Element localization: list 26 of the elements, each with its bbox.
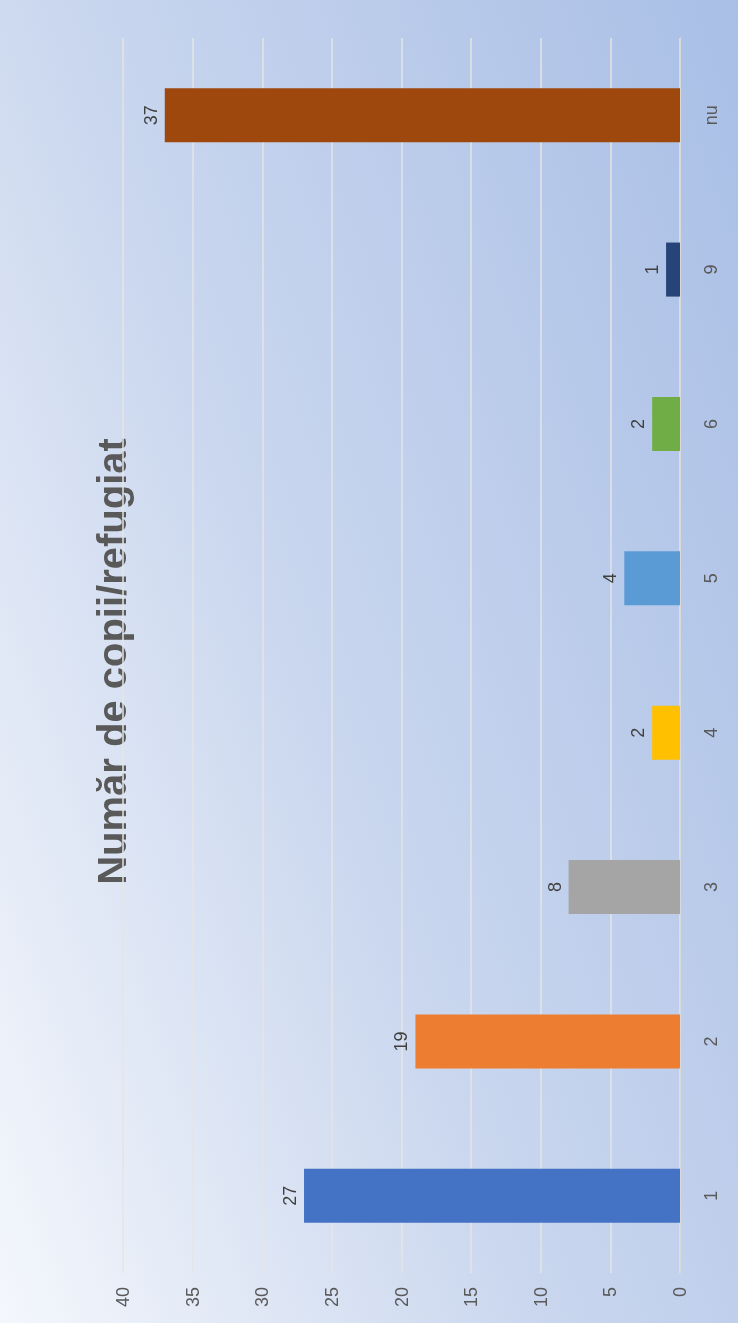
x-tick-label: 30 (252, 1287, 273, 1308)
y-tick-label: 9 (701, 264, 721, 275)
x-tick-label: 35 (182, 1287, 203, 1308)
y-tick-label: 4 (701, 727, 721, 738)
y-tick-label: 5 (701, 573, 721, 584)
data-label: 2 (628, 418, 649, 429)
x-tick-label: 20 (391, 1287, 412, 1308)
x-tick-label: 40 (113, 1287, 133, 1308)
data-label: 27 (280, 1185, 301, 1206)
y-tick-label: nu (701, 105, 721, 126)
y-tick-label: 2 (701, 1036, 721, 1047)
x-tick-label: 10 (530, 1287, 551, 1308)
x-tick-label: 25 (321, 1287, 342, 1308)
data-label: 19 (391, 1031, 412, 1052)
data-label: 37 (140, 105, 161, 126)
text: Număr de copii/refugiat (90, 438, 134, 885)
y-tick-label: 6 (701, 418, 721, 429)
x-tick-label: 15 (461, 1287, 482, 1308)
x-tick-label: 5 (600, 1287, 621, 1298)
y-tick-label: 3 (701, 882, 721, 893)
data-label: 4 (600, 573, 621, 584)
data-label: 8 (544, 882, 565, 893)
y-tick-label: 1 (701, 1190, 721, 1201)
x-tick-label: 0 (670, 1287, 690, 1298)
data-label: 2 (628, 727, 649, 738)
data-label: 1 (642, 264, 663, 275)
